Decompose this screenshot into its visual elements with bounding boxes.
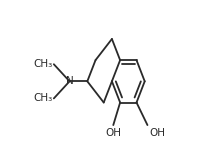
Text: N: N xyxy=(66,76,73,86)
Text: CH₃: CH₃ xyxy=(33,59,53,69)
Text: CH₃: CH₃ xyxy=(33,93,53,103)
Text: OH: OH xyxy=(150,128,166,138)
Text: OH: OH xyxy=(105,128,121,138)
